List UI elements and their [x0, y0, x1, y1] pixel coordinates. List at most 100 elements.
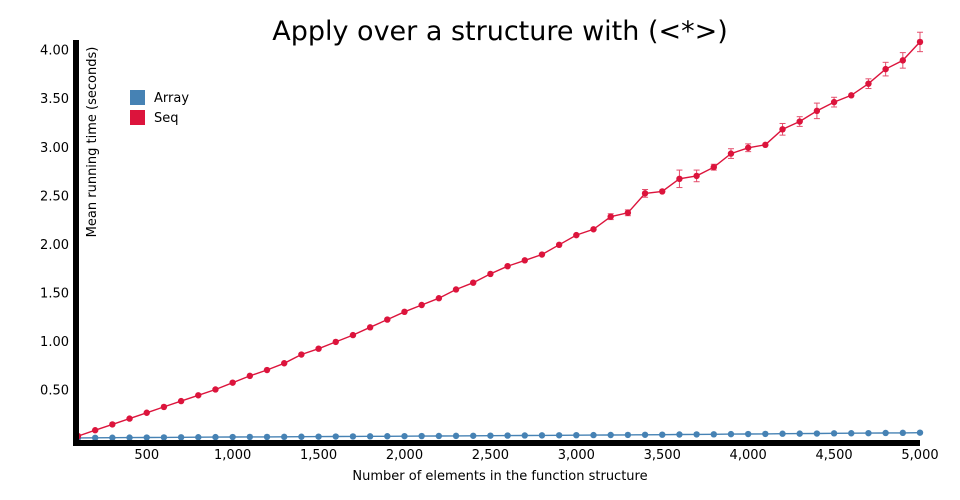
data-point-seq [813, 107, 821, 115]
data-point-seq [298, 351, 305, 358]
data-point-array [401, 432, 408, 440]
data-point-array [555, 432, 563, 439]
data-point-array [641, 431, 649, 438]
data-point-seq [91, 427, 99, 434]
data-point-seq [177, 397, 185, 405]
data-point-array [366, 433, 374, 440]
data-point-seq [384, 316, 391, 323]
chart-title: Apply over a structure with (<*>) [272, 16, 728, 47]
data-point-seq [555, 241, 563, 249]
data-point-seq [195, 392, 202, 399]
x-axis-line [78, 440, 920, 446]
data-point-seq [452, 286, 460, 293]
y-tick-label: 3.50 [40, 92, 69, 107]
data-point-seq [865, 80, 872, 87]
data-point-array [470, 432, 477, 439]
data-point-array [744, 430, 752, 438]
x-tick-label: 4,500 [815, 448, 852, 463]
data-point-array [212, 433, 219, 441]
data-point-seq [624, 209, 632, 216]
data-point-seq [779, 126, 786, 133]
data-point-seq [916, 38, 924, 46]
data-point-seq [796, 118, 803, 125]
x-tick-label: 500 [134, 448, 159, 463]
data-point-array [813, 430, 821, 437]
data-point-array [452, 432, 460, 440]
data-point-array [418, 432, 425, 440]
data-point-array [727, 430, 735, 438]
data-point-seq [744, 144, 752, 151]
data-point-array [195, 434, 202, 441]
data-point-array [573, 431, 580, 439]
y-tick-label: 0.50 [40, 383, 69, 398]
data-point-seq [109, 421, 116, 428]
data-point-array [882, 429, 889, 437]
data-point-seq [521, 257, 528, 264]
y-axis-line [73, 40, 79, 446]
legend-label-array: Array [154, 91, 189, 106]
data-point-seq [315, 345, 322, 352]
y-ticks: 0.50 1.00 1.50 2.00 2.50 3.00 3.50 4.00 [40, 44, 69, 399]
data-point-seq [143, 409, 150, 416]
data-point-array [435, 432, 443, 440]
data-point-seq [212, 386, 219, 393]
data-point-array [659, 431, 666, 438]
data-point-seq [590, 226, 597, 233]
data-point-seq [607, 213, 614, 220]
series-line-array [77, 432, 921, 439]
x-tick-label: 4,000 [730, 448, 767, 463]
data-point-seq [332, 338, 339, 346]
data-point-array [916, 429, 924, 436]
series-seq [74, 31, 924, 440]
x-tick-label: 5,000 [901, 448, 938, 463]
x-ticks: 500 1,000 1,500 2,000 2,500 3,000 3,500 4,000 4,… [134, 448, 938, 463]
data-point-seq [470, 279, 477, 286]
data-point-seq [160, 403, 168, 411]
data-point-seq [882, 65, 889, 73]
y-tick-label: 1.50 [40, 286, 69, 301]
data-point-array [865, 429, 872, 437]
data-point-array [521, 432, 528, 439]
data-point-array [676, 431, 683, 438]
data-point-array [177, 434, 185, 441]
x-axis-label: Number of elements in the function struc… [352, 469, 647, 484]
data-point-seq [366, 324, 374, 331]
data-point-seq [762, 141, 769, 149]
x-tick-label: 2,000 [386, 448, 423, 463]
x-tick-label: 1,500 [300, 448, 337, 463]
data-point-array [607, 431, 614, 439]
x-tick-label: 3,500 [644, 448, 681, 463]
y-tick-label: 1.00 [40, 335, 69, 350]
data-point-seq [848, 92, 855, 99]
x-tick-label: 1,000 [214, 448, 251, 463]
data-point-seq [349, 331, 357, 339]
data-point-seq [573, 231, 580, 239]
data-point-array [143, 434, 150, 441]
legend: Array Seq [130, 90, 189, 126]
data-point-array [298, 433, 305, 440]
data-point-seq [246, 372, 254, 380]
data-point-array [91, 434, 99, 442]
y-axis-label: Mean running time (seconds) [85, 47, 100, 238]
series-line-seq [77, 41, 921, 437]
legend-swatch-seq [130, 110, 145, 125]
data-point-seq [830, 98, 838, 106]
series-array [74, 429, 924, 442]
data-point-array [229, 433, 236, 441]
data-point-array [693, 431, 700, 438]
data-point-array [848, 430, 855, 437]
data-point-array [487, 432, 494, 439]
data-point-array [796, 430, 803, 437]
data-point-array [624, 431, 632, 439]
legend-label-seq: Seq [154, 111, 179, 126]
data-point-array [349, 433, 357, 440]
y-tick-label: 2.50 [40, 189, 69, 204]
y-tick-label: 3.00 [40, 141, 69, 156]
data-point-seq [676, 175, 683, 183]
data-point-seq [641, 190, 649, 197]
data-point-seq [538, 251, 546, 258]
x-tick-label: 3,000 [558, 448, 595, 463]
data-point-array [160, 434, 168, 441]
data-point-seq [899, 57, 907, 64]
